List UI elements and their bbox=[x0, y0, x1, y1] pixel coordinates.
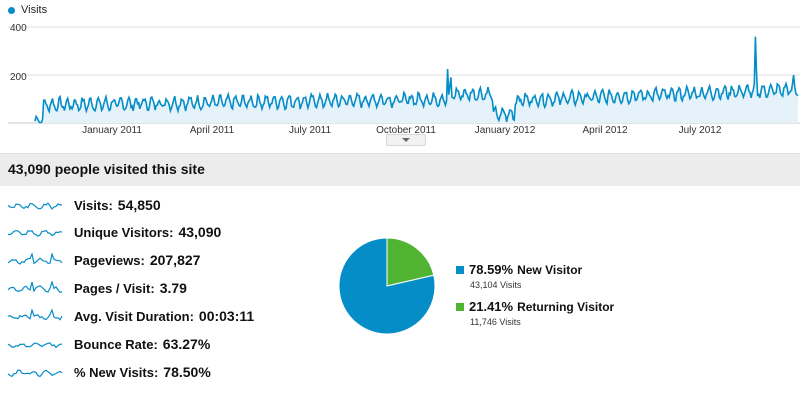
x-tick-label: July 2011 bbox=[288, 125, 332, 136]
returning-visitor-swatch bbox=[456, 302, 464, 311]
pie-legend-returning-visitor: 21.41% Returning Visitor 11,746 Visits bbox=[456, 299, 614, 327]
metric-row[interactable]: % New Visits: 78.50% bbox=[8, 362, 211, 382]
x-tick-label: April 2011 bbox=[189, 125, 235, 136]
new-visitor-visits: 43,104 Visits bbox=[470, 280, 522, 290]
visits-area-plot[interactable] bbox=[0, 0, 800, 150]
metric-value: 63.27% bbox=[162, 336, 211, 352]
metric-label: Visits: bbox=[74, 197, 113, 213]
visits-area-fill bbox=[35, 36, 798, 123]
visits-chart[interactable]: Visits 400 200 January 2011 April 2011 J… bbox=[0, 0, 800, 150]
metric-value: 54,850 bbox=[117, 197, 161, 213]
metric-label: Unique Visitors: bbox=[74, 224, 174, 240]
new-visitor-swatch bbox=[456, 265, 464, 274]
pie-slice-new-visitor[interactable] bbox=[338, 237, 436, 335]
metric-label: Pages / Visit: bbox=[74, 280, 155, 296]
sparkline-icon bbox=[8, 281, 63, 293]
sparkline-icon bbox=[8, 342, 63, 349]
metric-row[interactable]: Unique Visitors: 43,090 bbox=[8, 222, 221, 242]
metric-value: 78.50% bbox=[163, 364, 211, 380]
sparkline-icon bbox=[8, 253, 63, 265]
y-tick-200: 200 bbox=[10, 72, 27, 83]
x-tick-label: January 2012 bbox=[474, 125, 536, 136]
metric-value: 00:03:11 bbox=[198, 308, 255, 324]
returning-visitor-visits: 11,746 Visits bbox=[470, 317, 521, 327]
new-visitor-percent: 78.59% bbox=[469, 262, 514, 277]
visitor-type-pie-chart[interactable] bbox=[338, 237, 436, 335]
x-tick-label: July 2012 bbox=[678, 125, 722, 136]
chart-collapse-button[interactable] bbox=[386, 134, 426, 146]
x-tick-label: October 2011 bbox=[376, 125, 436, 136]
pie-slice-returning-visitor[interactable] bbox=[386, 237, 435, 287]
x-tick-label: April 2012 bbox=[582, 125, 628, 136]
metric-value: 207,827 bbox=[149, 252, 201, 268]
sparkline-icon bbox=[8, 309, 63, 321]
summary-title: 43,090 people visited this site bbox=[8, 161, 205, 177]
metric-value: 43,090 bbox=[178, 224, 222, 240]
returning-visitor-percent: 21.41% bbox=[469, 299, 514, 314]
metric-label: Avg. Visit Duration: bbox=[74, 308, 194, 324]
legend-dot-icon bbox=[8, 6, 15, 14]
metric-row[interactable]: Avg. Visit Duration: 00:03:11 bbox=[8, 306, 254, 326]
metric-label: Bounce Rate: bbox=[74, 336, 158, 352]
metric-row[interactable]: Bounce Rate: 63.27% bbox=[8, 334, 210, 354]
sparkline-icon bbox=[8, 369, 63, 378]
new-visitor-label: New Visitor bbox=[517, 262, 583, 277]
pie-legend-new-visitor: 78.59% New Visitor 43,104 Visits bbox=[456, 262, 582, 290]
metric-label: % New Visits: bbox=[74, 364, 159, 380]
chart-legend: Visits bbox=[8, 4, 47, 16]
returning-visitor-label: Returning Visitor bbox=[517, 299, 615, 314]
metric-label: Pageviews: bbox=[74, 252, 145, 268]
x-tick-label: January 2011 bbox=[82, 125, 142, 136]
metric-row[interactable]: Pageviews: 207,827 bbox=[8, 250, 200, 270]
summary-banner: 43,090 people visited this site bbox=[0, 153, 800, 186]
metric-value: 3.79 bbox=[159, 280, 187, 296]
metric-row[interactable]: Pages / Visit: 3.79 bbox=[8, 278, 187, 298]
metric-row[interactable]: Visits: 54,850 bbox=[8, 195, 161, 215]
y-tick-400: 400 bbox=[10, 23, 27, 34]
sparkline-icon bbox=[8, 202, 63, 210]
legend-label: Visits bbox=[21, 4, 48, 16]
sparkline-icon bbox=[8, 229, 63, 237]
chevron-down-icon bbox=[402, 138, 410, 142]
visits-series-line[interactable] bbox=[34, 36, 799, 124]
